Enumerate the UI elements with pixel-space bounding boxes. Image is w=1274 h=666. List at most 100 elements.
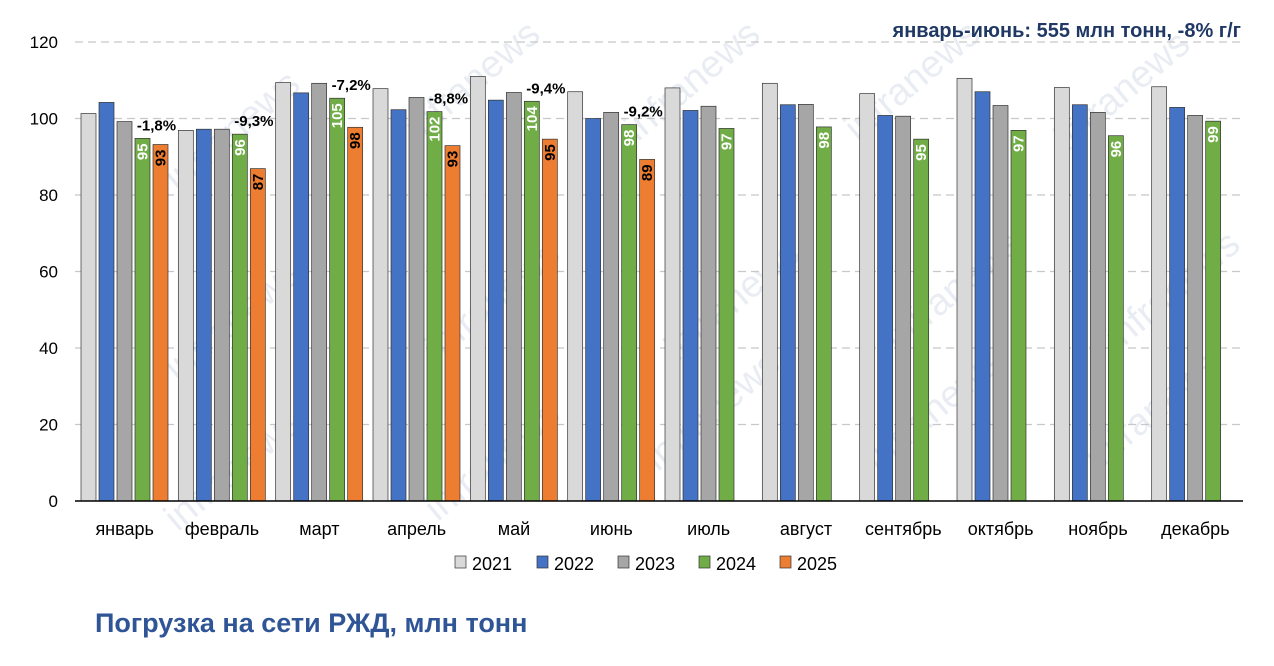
bar-2022 (585, 118, 602, 502)
y-tick-label: 60 (39, 263, 58, 282)
x-tick-label: октябрь (968, 519, 1034, 539)
bar-2023 (311, 82, 328, 502)
x-tick-label: декабрь (1161, 519, 1230, 539)
bar-2022 (195, 128, 212, 502)
legend-swatch-2021 (454, 555, 467, 569)
legend-swatch-2025 (779, 555, 792, 569)
bar-2021 (859, 93, 876, 502)
bar-2024 (134, 138, 151, 502)
bar-2024 (1107, 135, 1124, 502)
bar-2023 (992, 105, 1009, 502)
legend-swatch-2022 (536, 555, 549, 569)
bar-2023 (116, 121, 133, 502)
yoy-label: -9,3% (234, 113, 273, 130)
bar-2023 (700, 105, 717, 502)
y-tick-label: 0 (49, 492, 58, 511)
legend-label-2023: 2023 (635, 554, 675, 574)
bar-2024 (913, 138, 930, 502)
x-tick-label: март (299, 519, 339, 539)
data-label: 105 (329, 103, 346, 128)
bar-2021 (1053, 87, 1070, 502)
data-label: 95 (913, 144, 930, 161)
x-tick-label: июнь (590, 519, 633, 539)
axis-layer: 0 20 40 60 80 100 120 январь февраль март апрель ма… (30, 33, 1243, 539)
x-tick-label: ноябрь (1068, 519, 1127, 539)
yoy-label: -9,4% (526, 80, 565, 97)
bar-2025 (444, 145, 461, 502)
bar-2023 (213, 128, 230, 502)
data-label: 93 (152, 150, 169, 167)
data-label: 97 (1010, 135, 1027, 152)
bar-2025 (541, 138, 558, 502)
y-tick-label: 80 (39, 186, 58, 205)
bar-2021 (177, 130, 194, 502)
data-label: 98 (347, 132, 364, 149)
legend-label-2021: 2021 (472, 554, 512, 574)
bar-2022 (1169, 107, 1186, 502)
bar-2025 (639, 159, 656, 502)
bar-2021 (275, 82, 292, 502)
data-label: 102 (426, 117, 443, 142)
bar-2024 (329, 97, 346, 502)
bar-2024 (231, 133, 248, 502)
y-tick-label: 40 (39, 339, 58, 358)
bar-2021 (1151, 86, 1168, 502)
x-tick-label: февраль (185, 519, 259, 539)
data-label: 96 (1108, 141, 1125, 158)
bar-2023 (895, 115, 912, 502)
bar-2024 (1010, 130, 1027, 502)
bar-2023 (408, 97, 425, 502)
legend-swatch-2023 (617, 555, 630, 569)
bar-2022 (682, 110, 699, 502)
bar-2023 (1187, 115, 1204, 502)
data-label: 95 (542, 144, 559, 161)
bar-2021 (372, 88, 389, 502)
bar-2023 (505, 92, 522, 502)
bar-2021 (469, 76, 486, 502)
data-label: 87 (250, 174, 267, 191)
bar-2025 (347, 126, 364, 502)
x-tick-label: август (780, 519, 832, 539)
data-label: 98 (816, 132, 833, 149)
chart-title: Погрузка на сети РЖД, млн тонн (95, 608, 527, 638)
y-tick-label: 100 (30, 110, 58, 129)
x-tick-label: май (498, 519, 530, 539)
bar-2022 (293, 92, 310, 502)
bar-2021 (80, 113, 97, 502)
x-tick-label: сентябрь (865, 519, 942, 539)
yoy-label: -9,2% (624, 104, 663, 121)
bar-2021 (956, 77, 973, 502)
yoy-label: -1,8% (137, 117, 176, 134)
data-label: 93 (444, 151, 461, 168)
legend: 2021 2022 2023 2024 2025 (454, 554, 837, 574)
bar-2023 (1089, 112, 1106, 502)
y-tick-label: 120 (30, 33, 58, 52)
bar-2024 (1205, 120, 1222, 502)
bar-2021 (567, 91, 584, 502)
bar-2024 (718, 128, 735, 502)
bar-2023 (603, 112, 620, 502)
legend-label-2024: 2024 (716, 554, 756, 574)
data-label: 89 (639, 164, 656, 181)
bar-2021 (761, 82, 778, 502)
bar-2024 (523, 100, 540, 502)
bar-2022 (974, 91, 991, 502)
bar-2022 (779, 104, 796, 502)
x-tick-label: апрель (387, 519, 446, 539)
legend-label-2025: 2025 (797, 554, 837, 574)
data-label: 98 (621, 130, 638, 147)
x-tick-label: январь (95, 519, 153, 539)
yoy-label: -7,2% (332, 77, 371, 94)
bar-2023 (797, 103, 814, 502)
bar-2024 (621, 124, 638, 502)
yoy-label: -8,8% (429, 91, 468, 108)
data-label: 96 (232, 139, 249, 156)
chart-subtitle: январь-июнь: 555 млн тонн, -8% г/г (892, 20, 1241, 42)
data-label: 95 (134, 143, 151, 160)
bar-2022 (1071, 104, 1088, 502)
bar-2022 (390, 109, 407, 502)
bar-2021 (664, 87, 681, 502)
bar-2025 (249, 168, 266, 502)
